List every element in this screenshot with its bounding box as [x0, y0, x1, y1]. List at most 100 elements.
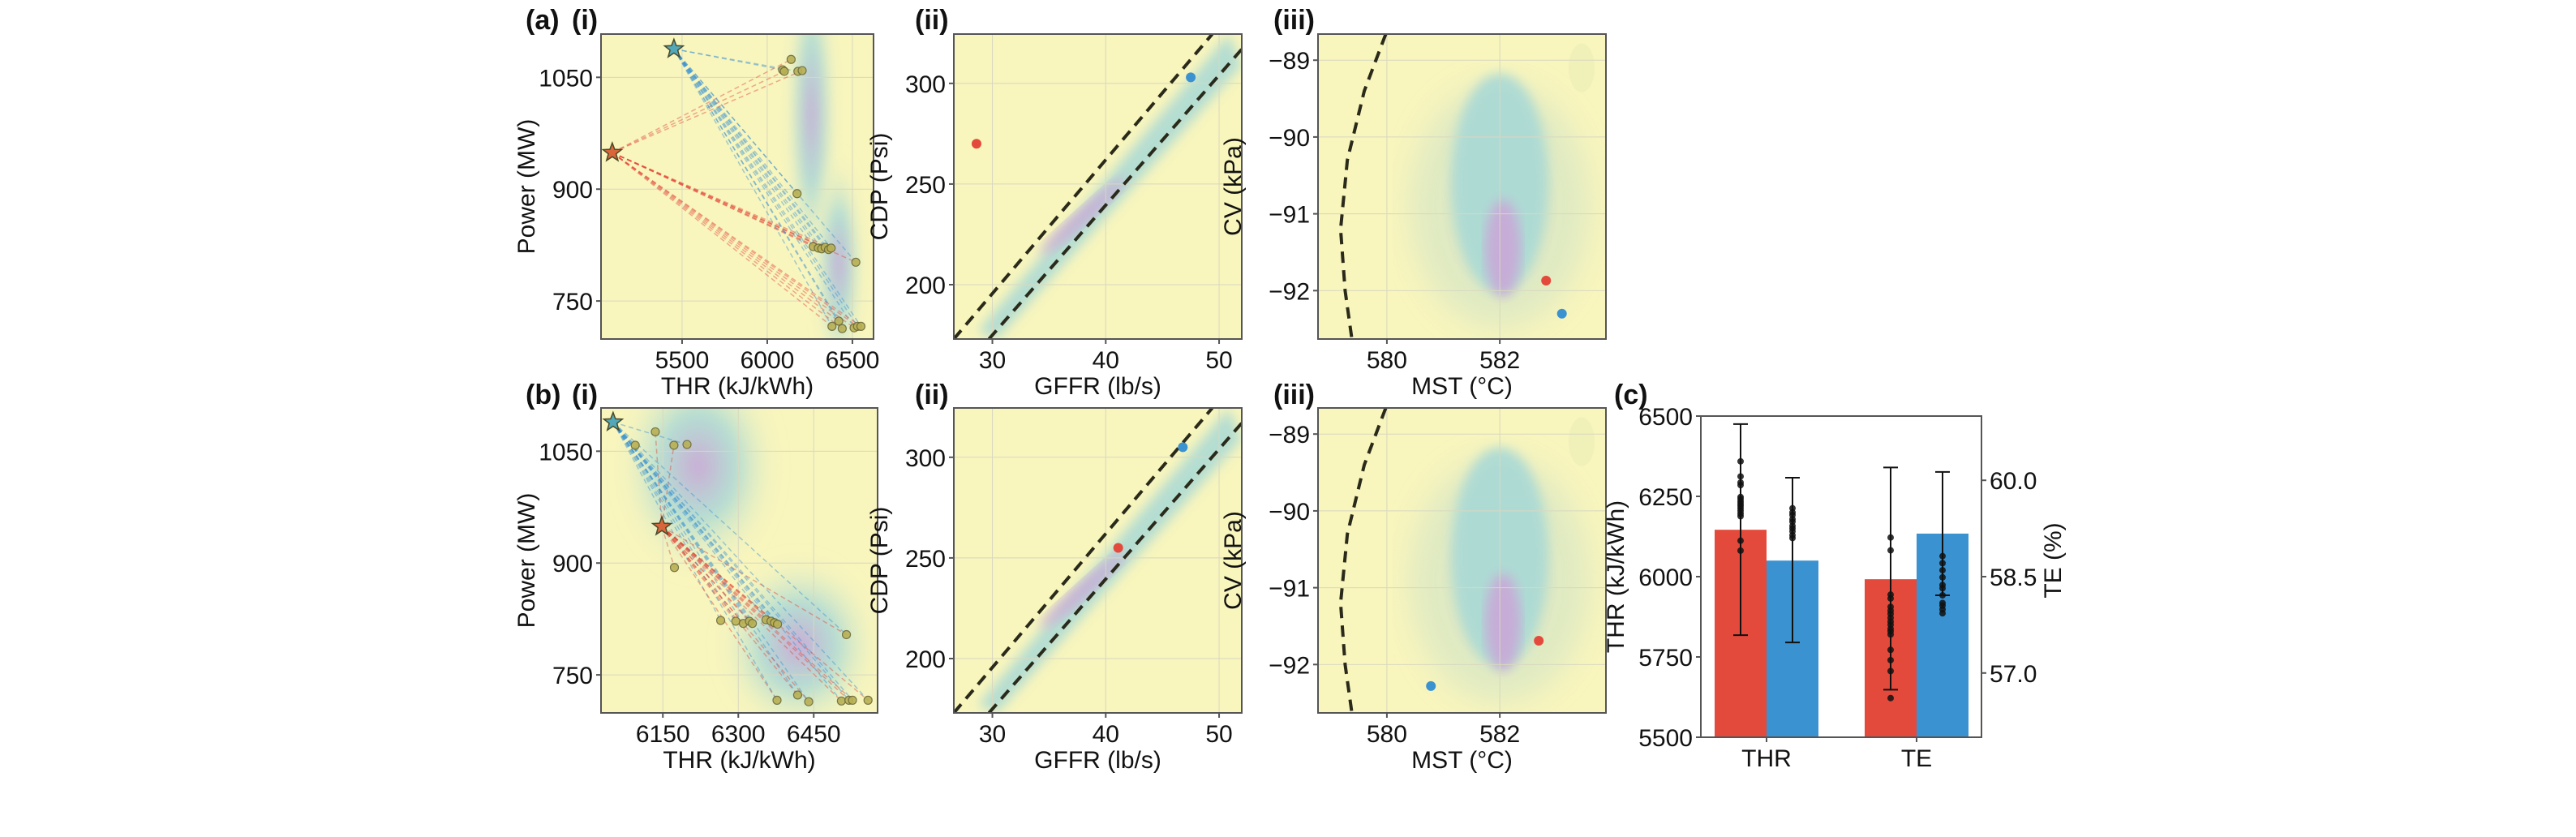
- x-tick-label: 580: [1367, 721, 1407, 748]
- x-tick-label: 50: [1205, 721, 1232, 748]
- trajectory-line: [661, 526, 869, 701]
- y-tick-label: 1050: [539, 439, 593, 466]
- y-tick-label: 750: [552, 289, 593, 315]
- density-peak: [1040, 552, 1126, 629]
- sample-point: [1737, 513, 1744, 520]
- density-peak: [1485, 573, 1522, 672]
- endpoint-marker: [863, 695, 873, 705]
- trajectory-line: [612, 152, 855, 328]
- trajectory-line: [673, 48, 798, 72]
- trajectory-line: [661, 526, 779, 625]
- density-small-blob: [1569, 417, 1595, 466]
- trajectory-line: [612, 421, 779, 625]
- density-small-blob: [1569, 43, 1595, 92]
- trajectory-line: [612, 422, 766, 620]
- endpoint-marker: [826, 243, 836, 253]
- sample-point: [1737, 482, 1744, 489]
- constraint-boundary: [954, 408, 1214, 713]
- y-tick-label: 300: [905, 445, 946, 472]
- plot-area: [1318, 408, 1606, 713]
- trajectory-line: [612, 152, 839, 322]
- endpoint-marker: [669, 563, 680, 573]
- trajectory-line: [661, 526, 842, 702]
- panel-label-b-i: (i): [572, 380, 598, 410]
- trajectory-line: [661, 526, 775, 624]
- x-tick-label: 580: [1367, 347, 1407, 374]
- trajectory-line: [612, 71, 785, 153]
- trajectory-line: [673, 48, 830, 251]
- x-tick-label: 30: [979, 347, 1006, 374]
- y-tick-label: 6250: [1638, 484, 1693, 511]
- y-tick-label: −89: [1269, 422, 1310, 449]
- panel-b-iii: 580 582 −92 −91 −90 −89 MST (°C) CV (kPa): [1220, 407, 1607, 774]
- sample-point: [1887, 694, 1894, 702]
- x-tick-label: 6150: [636, 721, 690, 748]
- constraint-boundary: [987, 422, 1242, 713]
- x-category-label: TE: [1901, 745, 1932, 772]
- trajectory-line: [612, 152, 861, 327]
- x-axis-label: MST (°C): [1411, 747, 1513, 774]
- trajectory-line: [673, 48, 857, 263]
- x-tick-label: 6500: [826, 347, 880, 374]
- sample-point: [1939, 560, 1946, 567]
- start-star-blue: [602, 410, 625, 431]
- y-right-tick-label: 58.5: [1990, 564, 2037, 591]
- trajectory-line: [661, 526, 676, 568]
- trajectory-line: [612, 152, 832, 249]
- y-axis-label: Power (MW): [513, 119, 540, 255]
- trajectory-line: [612, 422, 809, 702]
- endpoint-marker: [779, 67, 789, 76]
- constraint-boundary: [954, 34, 1214, 339]
- axes-frame: [600, 33, 874, 340]
- endpoint-marker: [837, 324, 847, 333]
- start-star-red: [601, 141, 624, 162]
- trajectory-line: [612, 421, 842, 702]
- sample-point: [1737, 473, 1744, 480]
- sample-point: [1789, 534, 1796, 542]
- axes-frame: [1317, 33, 1607, 340]
- trajectory-line: [673, 48, 844, 329]
- endpoint-marker: [848, 695, 857, 705]
- point-blue: [1178, 442, 1188, 453]
- trajectory-line: [673, 48, 839, 322]
- x-tick-label: 40: [1093, 347, 1119, 374]
- panel-b-i: 6150 6300 6450 750 900 1050 THR (kJ/kWh) Power …: [513, 407, 878, 774]
- x-axis-label: THR (kJ/kWh): [663, 747, 815, 774]
- trajectory-line: [612, 152, 858, 327]
- endpoint-marker: [650, 427, 660, 437]
- panel-label-c: (c): [1614, 380, 1648, 410]
- axes-frame: [953, 33, 1243, 340]
- x-category-label: THR: [1741, 745, 1792, 772]
- trajectory-line: [661, 526, 736, 622]
- x-tick-label: 30: [979, 721, 1006, 748]
- trajectory-line: [612, 421, 848, 636]
- trajectory-line: [673, 49, 833, 327]
- trajectory-line: [673, 48, 784, 71]
- y-tick-label: 900: [552, 551, 593, 577]
- endpoint-marker: [797, 66, 807, 75]
- sample-point: [1887, 534, 1894, 541]
- point-red: [971, 139, 981, 149]
- plot-area: [1318, 34, 1606, 339]
- start-star-red: [650, 515, 673, 536]
- sample-point: [1887, 656, 1894, 663]
- y-tick-label: −90: [1269, 125, 1310, 152]
- trajectory-line: [612, 421, 775, 624]
- trajectory-line: [612, 421, 688, 445]
- trajectory-line: [673, 48, 862, 327]
- panel-label-b-ii: (ii): [915, 380, 949, 410]
- endpoint-marker: [669, 440, 679, 450]
- y-axis-label: Power (MW): [513, 493, 540, 629]
- trajectory-line: [612, 422, 736, 622]
- density-blob: [714, 551, 878, 713]
- y-axis-label: CV (kPa): [1220, 511, 1247, 610]
- endpoint-marker: [827, 321, 837, 331]
- trajectory-line: [673, 48, 855, 328]
- endpoint-marker: [792, 189, 802, 199]
- sample-point: [1939, 573, 1946, 581]
- trajectory-line: [673, 48, 858, 327]
- trajectory-line: [612, 152, 814, 247]
- panel-a-i: 5500 6000 6500 750 900 1050 THR (kJ/kWh) Power …: [513, 33, 880, 400]
- x-tick-label: 582: [1479, 347, 1520, 374]
- plot-area: [954, 34, 1242, 339]
